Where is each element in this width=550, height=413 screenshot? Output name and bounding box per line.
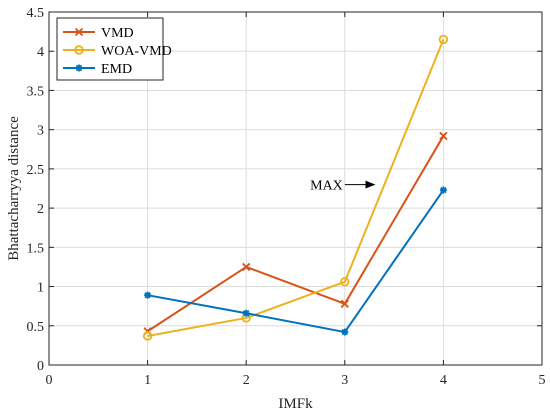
data-point-emd	[439, 186, 447, 194]
data-point-emd	[242, 309, 250, 317]
legend-marker-emd	[75, 64, 83, 72]
legend-marker-woa-vmd	[74, 45, 84, 55]
data-point-vmd	[439, 131, 448, 141]
x-tick-label: 1	[144, 373, 151, 388]
y-tick-label: 4	[37, 45, 44, 60]
y-tick-label: 2.5	[27, 163, 45, 178]
y-tick-label: 3	[37, 124, 44, 139]
series	[142, 34, 449, 341]
legend-marker-vmd	[74, 27, 84, 37]
legend-label-woa-vmd: WOA-VMD	[101, 44, 172, 59]
y-tick-label: 3.5	[27, 84, 45, 99]
y-tick-label: 0	[37, 359, 44, 374]
y-tick-label: 2	[37, 202, 44, 217]
x-axis-label: IMFk	[278, 396, 313, 412]
y-tick-label: 0.5	[27, 320, 45, 335]
x-tick-label: 5	[539, 373, 546, 388]
data-point-vmd	[340, 299, 349, 308]
legend-label-vmd: VMD	[101, 26, 134, 41]
y-axis-label: Bhattacharryya distance	[6, 116, 22, 261]
legend-label-emd: EMD	[101, 62, 132, 77]
annotation-label: MAX	[310, 179, 343, 194]
axis-ticks: 0 1 2 3 4 5 0 0.5 1 1.5 2 2.5 3 3.5 4 4.5	[27, 6, 546, 388]
data-point-emd	[341, 328, 349, 336]
legend: VMD WOA-VMD EMD	[56, 17, 172, 81]
series-line-vmd	[147, 135, 445, 333]
plot-frame	[48, 11, 543, 366]
data-point-woa-vmd	[438, 34, 449, 45]
x-tick-label: 0	[46, 373, 53, 388]
data-point-emd	[144, 291, 152, 299]
data-point-woa-vmd	[340, 277, 350, 287]
x-tick-label: 2	[243, 373, 250, 388]
data-point-woa-vmd	[142, 331, 153, 341]
y-tick-label: 1	[37, 281, 44, 296]
annotations: MAX	[310, 179, 376, 194]
y-tick-label: 4.5	[27, 6, 45, 21]
x-tick-label: 3	[341, 373, 348, 388]
data-point-vmd	[242, 262, 251, 272]
y-tick-label: 1.5	[27, 241, 45, 256]
series-line-emd	[147, 189, 445, 334]
x-tick-label: 4	[440, 373, 447, 388]
series-line-woa-vmd	[147, 39, 445, 337]
